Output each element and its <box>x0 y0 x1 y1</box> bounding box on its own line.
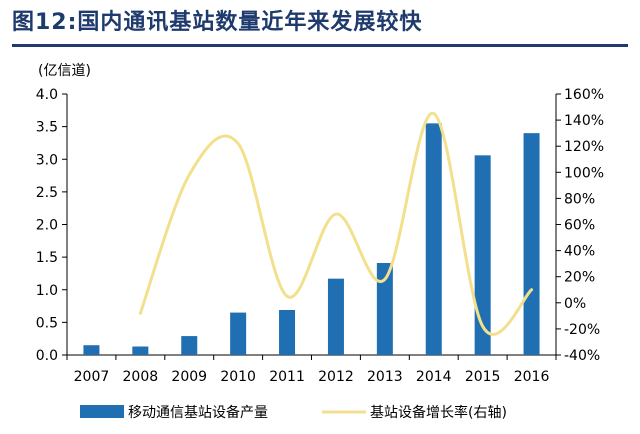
x-tick-label: 2010 <box>220 369 256 385</box>
chart-title: 图12:国内通讯基站数量近年来发展较快 <box>12 10 423 35</box>
bar-2015 <box>474 155 491 355</box>
x-tick-label: 2015 <box>465 369 501 385</box>
axes: 0.0 0.5 1.0 1.5 2.0 2.5 3.0 3.5 4.0 -40% -20% 0% 20%… <box>36 87 604 385</box>
x-tick-label: 2012 <box>318 369 354 385</box>
right-tick-label: -20% <box>564 322 600 338</box>
right-tick-label: -40% <box>564 348 600 364</box>
legend-bar-swatch <box>80 405 124 418</box>
left-tick-label: 1.0 <box>36 283 58 299</box>
left-tick-label: 4.0 <box>36 87 58 103</box>
bar-2009 <box>181 336 198 355</box>
x-tick-label: 2008 <box>123 369 159 385</box>
right-tick-label: 120% <box>564 139 604 155</box>
x-tick-label: 2014 <box>416 369 452 385</box>
bar-2010 <box>230 312 247 355</box>
x-tick-label: 2016 <box>514 369 550 385</box>
right-tick-label: 160% <box>564 87 604 103</box>
bar-2012 <box>327 278 344 355</box>
legend-line-label: 基站设备增长率(右轴) <box>370 404 507 421</box>
title-rule <box>12 44 628 47</box>
right-tick-label: 60% <box>564 218 595 234</box>
bar-2008 <box>132 346 149 355</box>
left-tick-label: 1.5 <box>36 250 58 266</box>
bar-2007 <box>83 345 100 355</box>
left-tick-label: 2.0 <box>36 218 58 234</box>
right-tick-label: 80% <box>564 191 595 207</box>
legend-bar-label: 移动通信基站设备产量 <box>128 404 268 421</box>
x-tick-label: 2013 <box>367 369 403 385</box>
right-tick-label: 0% <box>564 296 586 312</box>
x-tick-label: 2009 <box>171 369 207 385</box>
left-tick-label: 0.0 <box>36 348 58 364</box>
bar-series <box>83 123 540 355</box>
growth-rate-line <box>138 112 534 336</box>
left-tick-label: 3.5 <box>36 120 58 136</box>
right-tick-label: 20% <box>564 270 595 286</box>
right-tick-label: 40% <box>564 244 595 260</box>
line-series <box>138 112 534 336</box>
bar-2011 <box>279 309 296 355</box>
right-tick-label: 100% <box>564 165 604 181</box>
right-tick-label: 140% <box>564 113 604 129</box>
legend: 移动通信基站设备产量 基站设备增长率(右轴) <box>80 404 507 421</box>
x-tick-label: 2007 <box>74 369 110 385</box>
left-axis-unit: (亿信道) <box>38 63 91 79</box>
left-tick-label: 2.5 <box>36 185 58 201</box>
left-tick-label: 0.5 <box>36 315 58 331</box>
bar-2014 <box>425 123 442 355</box>
bar-2013 <box>376 262 393 355</box>
bar-2016 <box>523 133 540 355</box>
left-tick-label: 3.0 <box>36 152 58 168</box>
x-tick-label: 2011 <box>269 369 305 385</box>
